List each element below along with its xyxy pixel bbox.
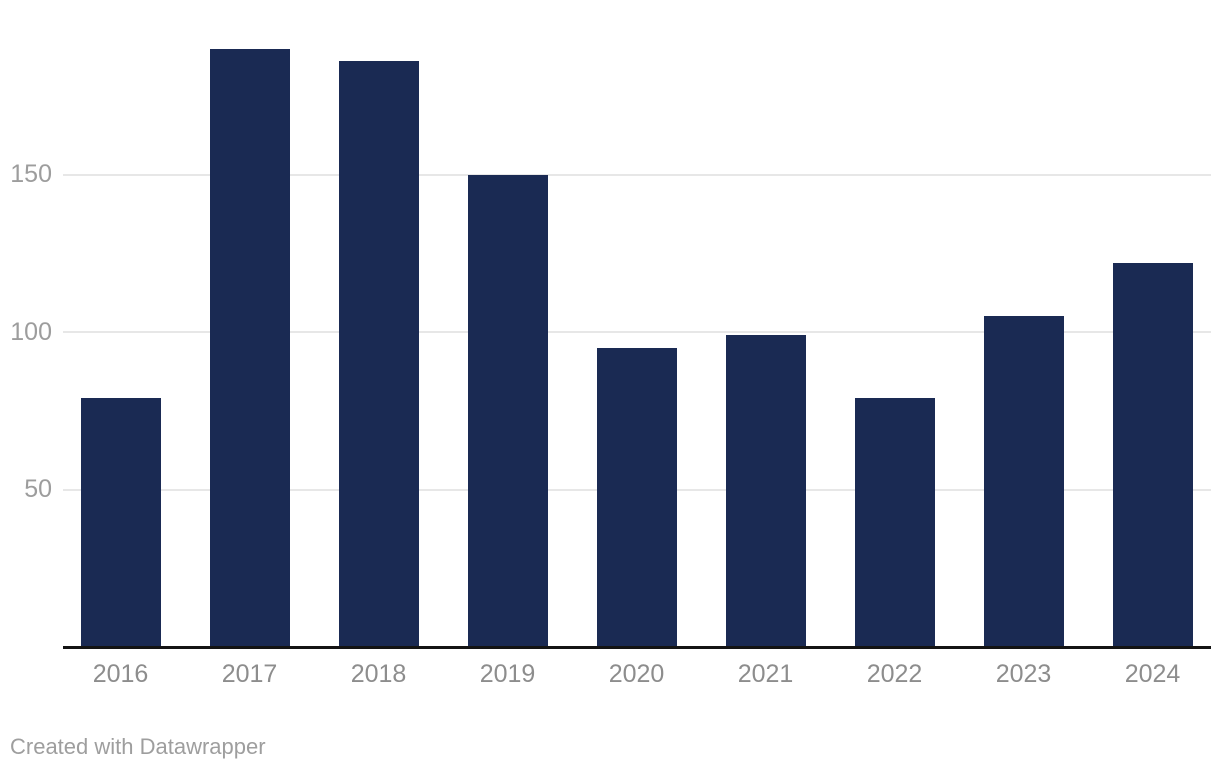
bar-2016: [80, 398, 161, 647]
x-tick-label-2018: 2018: [350, 660, 407, 688]
x-tick-label-2022: 2022: [866, 660, 923, 688]
bar-2017: [209, 48, 290, 647]
bar-2023: [983, 316, 1064, 647]
x-tick-label-2017: 2017: [221, 660, 278, 688]
datawrapper-credit: Created with Datawrapper: [10, 734, 266, 759]
bar-2019: [467, 174, 548, 647]
bar-2021: [725, 335, 806, 647]
bar-2024: [1112, 262, 1193, 647]
bar-2022: [854, 398, 935, 647]
x-tick-label-2023: 2023: [995, 660, 1052, 688]
bar-2018: [338, 61, 419, 647]
x-tick-label-2020: 2020: [608, 660, 665, 688]
y-tick-label-50: 50: [24, 475, 52, 503]
y-tick-label-150: 150: [10, 160, 52, 188]
x-tick-label-2024: 2024: [1124, 660, 1181, 688]
gridline-150: [63, 173, 1211, 176]
x-axis-line: [63, 646, 1211, 649]
x-tick-label-2021: 2021: [737, 660, 794, 688]
bar-2020: [596, 347, 677, 647]
x-tick-label-2019: 2019: [479, 660, 536, 688]
gridline-100: [63, 331, 1211, 333]
x-tick-label-2016: 2016: [92, 660, 149, 688]
y-tick-label-100: 100: [10, 317, 52, 346]
